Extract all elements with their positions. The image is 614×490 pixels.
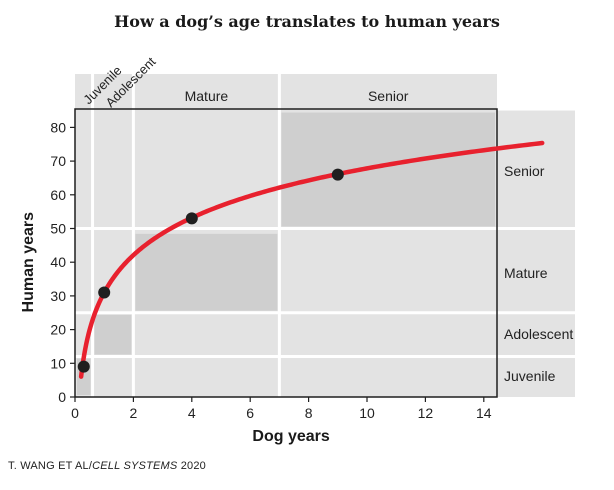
- human-stage-label-mature: Mature: [504, 265, 548, 281]
- data-point-3: [185, 212, 198, 225]
- credit-journal: CELL SYSTEMS: [92, 460, 178, 472]
- highlight-box-3: [135, 233, 278, 311]
- data-point-4: [331, 168, 344, 181]
- y-tick-label: 30: [50, 288, 66, 304]
- x-tick-label: 14: [476, 405, 492, 421]
- curve-group: [78, 140, 545, 379]
- age-curve-line: [78, 140, 545, 379]
- source-credit: T. WANG ET AL/CELL SYSTEMS 2020: [8, 460, 206, 472]
- stage-separators: [75, 74, 575, 397]
- x-tick-label: 12: [418, 405, 434, 421]
- human-stage-label-juvenile: Juvenile: [504, 368, 556, 384]
- data-point-1: [77, 360, 90, 373]
- dog-stage-label-mature: Mature: [185, 88, 229, 104]
- y-tick-label: 40: [50, 254, 66, 270]
- human-stage-band-adolescent: [75, 312, 575, 357]
- dog-stage-label-senior: Senior: [368, 88, 409, 104]
- x-tick-label: 10: [359, 405, 375, 421]
- highlight-box-2: [94, 314, 132, 355]
- x-tick-label: 0: [71, 405, 79, 421]
- credit-year: 2020: [177, 460, 206, 472]
- human-stage-label-adolescent: Adolescent: [504, 326, 573, 342]
- data-points: [77, 168, 344, 373]
- highlight-box-4: [281, 112, 495, 227]
- y-tick-label: 70: [50, 153, 66, 169]
- human-stage-band-juvenile: [75, 356, 575, 397]
- y-tick-label: 50: [50, 221, 66, 237]
- axes: 0 2 4 6 8 10 12 14 0 10 20 30 40 50 60 70 80 Dog years Hum…: [20, 119, 492, 445]
- plot-frame-rect: [74, 108, 498, 398]
- plot-frame: [74, 108, 498, 398]
- y-tick-label: 60: [50, 187, 66, 203]
- credit-prefix: T. WANG ET AL/: [8, 460, 93, 472]
- x-tick-label: 4: [188, 405, 196, 421]
- chart-title: How a dog’s age translates to human year…: [114, 12, 500, 31]
- x-axis-label: Dog years: [252, 428, 329, 445]
- y-tick-label: 0: [58, 389, 66, 405]
- x-tick-label: 2: [130, 405, 138, 421]
- y-tick-label: 80: [50, 119, 66, 135]
- y-axis-label: Human years: [20, 212, 37, 313]
- data-point-2: [98, 286, 111, 299]
- y-tick-label: 20: [50, 322, 66, 338]
- y-tick-label: 10: [50, 355, 66, 371]
- stage-highlights: [77, 112, 495, 395]
- x-tick-label: 6: [246, 405, 254, 421]
- x-tick-label: 8: [305, 405, 313, 421]
- human-stage-label-senior: Senior: [504, 163, 545, 179]
